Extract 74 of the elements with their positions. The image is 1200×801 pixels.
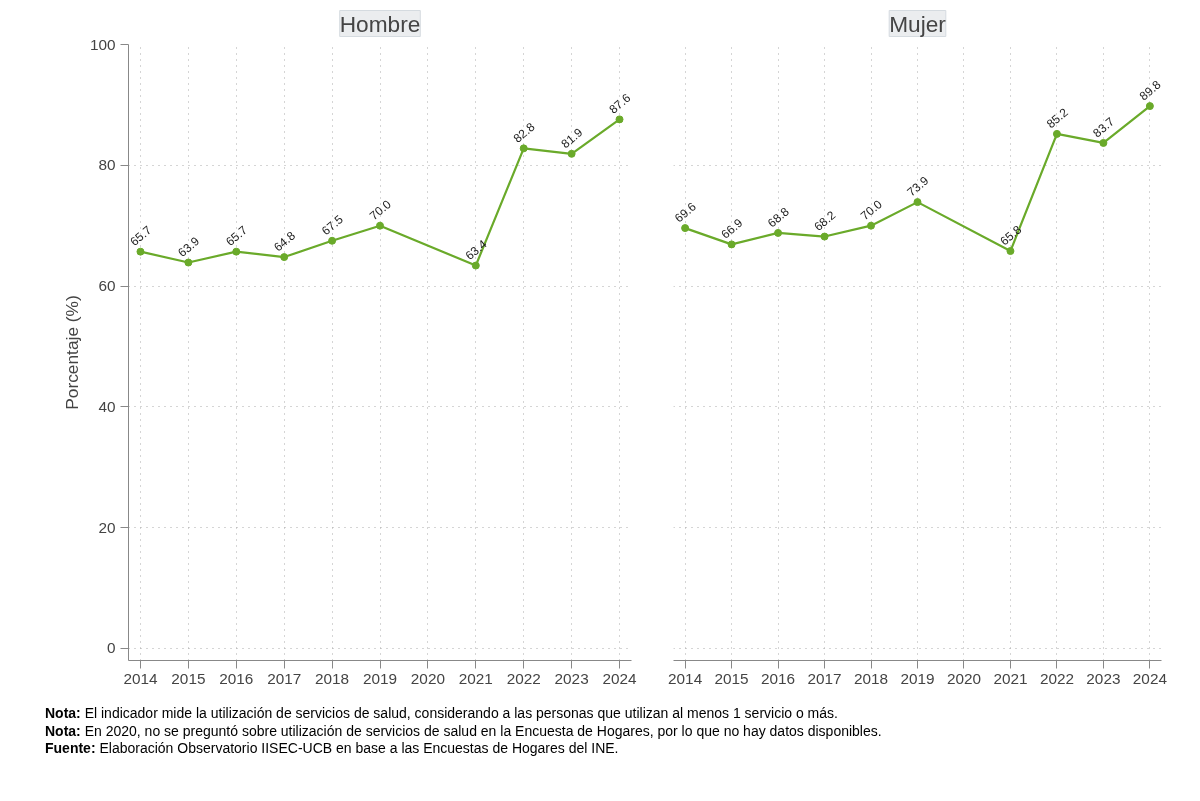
x-tick-label: 2018 (315, 669, 350, 687)
data-label: 64.8 (271, 228, 299, 255)
data-label: 63.4 (462, 236, 490, 263)
point (376, 221, 384, 230)
data-label: 66.9 (718, 215, 746, 242)
data-label: 87.6 (606, 90, 634, 117)
data-label: 65.7 (127, 222, 155, 249)
point (1052, 129, 1061, 138)
x-tick-label: 2018 (853, 669, 889, 687)
x-tick-label: 2024 (1132, 669, 1168, 687)
point (471, 261, 480, 270)
x-tick-label: 2021 (458, 669, 493, 687)
y-tick-label: 60 (98, 277, 116, 295)
data-label: 83.7 (1090, 114, 1118, 141)
x-tick-label: 2023 (1086, 669, 1121, 687)
point (184, 258, 193, 267)
data-label: 73.9 (904, 173, 932, 200)
text: Nota: En 2020, no se preguntó sobre utilización de servicios de salud en la Encuesta de Hogares, por lo que no hay datos disponibles. (45, 722, 882, 739)
data-label: 89.8 (1136, 77, 1164, 104)
data-label: 70.0 (366, 196, 395, 223)
x-tick-label: 2022 (506, 669, 541, 687)
x-tick-label: 2021 (993, 669, 1028, 687)
y-axis-title: Porcentaje (%) (61, 295, 82, 410)
point (1099, 138, 1108, 147)
y-tick-label: 100 (89, 35, 116, 53)
point (1145, 102, 1154, 111)
data-label: 70.0 (857, 196, 886, 223)
chart-title: Hombre (339, 10, 421, 37)
x-tick-label: 2022 (1039, 669, 1074, 687)
x-tick-label: 2023 (554, 669, 589, 687)
chart-title: Mujer (889, 10, 947, 37)
point (280, 253, 289, 262)
point (820, 232, 829, 241)
y-tick-label: 40 (98, 397, 116, 415)
point (328, 236, 337, 245)
data-label: 68.2 (811, 207, 839, 234)
point (913, 198, 922, 207)
x-tick-label: 2015 (171, 669, 206, 687)
point (867, 221, 876, 230)
x-tick-label: 2020 (410, 669, 445, 687)
x-tick-label: 2014 (123, 669, 158, 687)
x-tick-label: 2017 (807, 669, 842, 687)
point (727, 240, 736, 249)
x-tick-label: 2020 (946, 669, 982, 687)
y-tick-label: 20 (98, 518, 116, 536)
source-note: Fuente: Elaboración Observatorio IISEC-UCB en base a las Encuestas de Hogares del INE. (45, 740, 619, 756)
data-label: 68.8 (764, 204, 793, 231)
point (774, 228, 783, 237)
x-tick-label: 2015 (714, 669, 749, 687)
x-tick-label: 2024 (602, 669, 638, 687)
y-tick-label: 0 (106, 639, 116, 657)
data-label: 69.6 (672, 199, 700, 226)
point (136, 247, 145, 256)
data-label: 65.8 (997, 222, 1025, 249)
data-label: 65.7 (223, 222, 251, 249)
x-tick-label: 2016 (219, 669, 254, 687)
x-tick-label: 2017 (267, 669, 302, 687)
point (681, 224, 690, 233)
x-tick-label: 2016 (761, 669, 796, 687)
y-tick-label: 80 (98, 156, 116, 174)
point (232, 247, 241, 256)
data-label: 85.2 (1043, 105, 1071, 132)
x-tick-label: 2019 (362, 669, 398, 687)
data-label: 63.9 (175, 233, 203, 260)
point (567, 149, 576, 158)
data-label: 82.8 (510, 119, 538, 146)
data-label: 81.9 (558, 125, 586, 152)
data-label: 67.5 (318, 212, 347, 239)
point (519, 144, 528, 153)
point (615, 115, 624, 124)
x-tick-label: 2014 (668, 669, 703, 687)
x-tick-label: 2019 (900, 669, 935, 687)
text: Nota: El indicador mide la utilización de servicios de salud, considerando a las personas que utilizan al menos 1 servicio o más. (45, 705, 838, 721)
point (1006, 247, 1015, 256)
